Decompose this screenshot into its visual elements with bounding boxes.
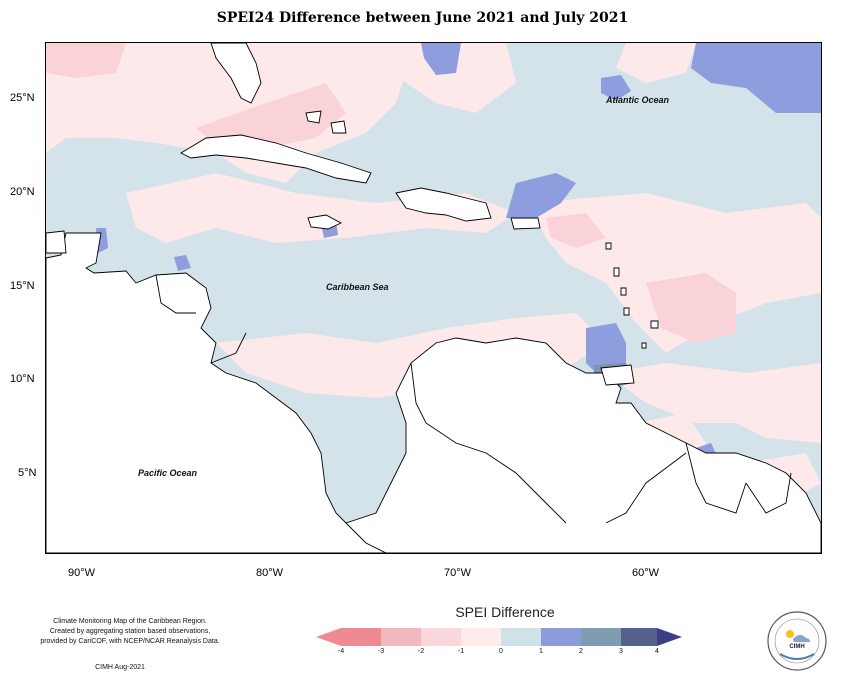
legend-title: SPEI Difference [455,604,555,620]
credit-text: Climate Monitoring Map of the Caribbean … [25,617,235,647]
spei-map [46,43,821,553]
legend-arrow-high [657,628,682,646]
issuer-label: CIMH Aug-2021 [95,664,145,671]
legend-tick: -3 [377,648,385,655]
country-borders [155,274,792,553]
y-axis-label-20n: 20°N [10,186,35,198]
legend-tick: 1 [539,648,543,655]
x-axis-label-90w: 90°W [68,567,96,579]
y-axis-label-10n: 10°N [10,373,35,385]
legend-tick: 3 [619,648,623,655]
moderate-negative-areas [46,43,736,343]
legend-swatch-7 [581,628,621,646]
x-axis-label-80w: 80°W [256,567,284,579]
credit-line-2: Created by aggregating station based obs… [49,628,211,635]
y-axis-label-15n: 15°N [10,280,35,292]
legend-arrow-low [316,628,341,646]
y-axis-label-25n: 25°N [10,92,35,104]
atlantic-ocean-label: Atlantic Ocean [606,95,670,105]
x-axis-label-60w: 60°W [632,567,660,579]
credit-line-3: provided by CariCOF, with NCEP/NCAR Rean… [40,638,220,645]
map-title: SPEI24 Difference between June 2021 and … [216,10,629,26]
legend-swatch-5 [501,628,541,646]
legend-tick: -4 [337,648,345,655]
credit-line-1: Climate Monitoring Map of the Caribbean … [53,618,207,625]
legend-swatch-3 [421,628,461,646]
legend-tick: 0 [499,648,503,655]
land-masses [46,43,821,553]
legend-tick: 2 [579,648,583,655]
x-axis-label-70w: 70°W [444,567,472,579]
legend-swatch-8 [621,628,657,646]
legend-tick: 4 [655,648,659,655]
logo-text: CIMH [789,644,804,650]
legend-swatch-1 [341,628,381,646]
map-panel [45,42,822,554]
caribbean-sea-label: Caribbean Sea [326,282,389,292]
pacific-ocean-label: Pacific Ocean [138,468,198,478]
legend-tick: -1 [457,648,465,655]
y-axis-label-5n: 5°N [18,467,37,479]
cimh-logo-icon: CIMH [767,611,827,671]
legend-tick: -2 [417,648,425,655]
color-scale-bar [316,628,682,646]
legend-swatch-6 [541,628,581,646]
legend-swatch-2 [381,628,421,646]
legend-swatch-4 [461,628,501,646]
